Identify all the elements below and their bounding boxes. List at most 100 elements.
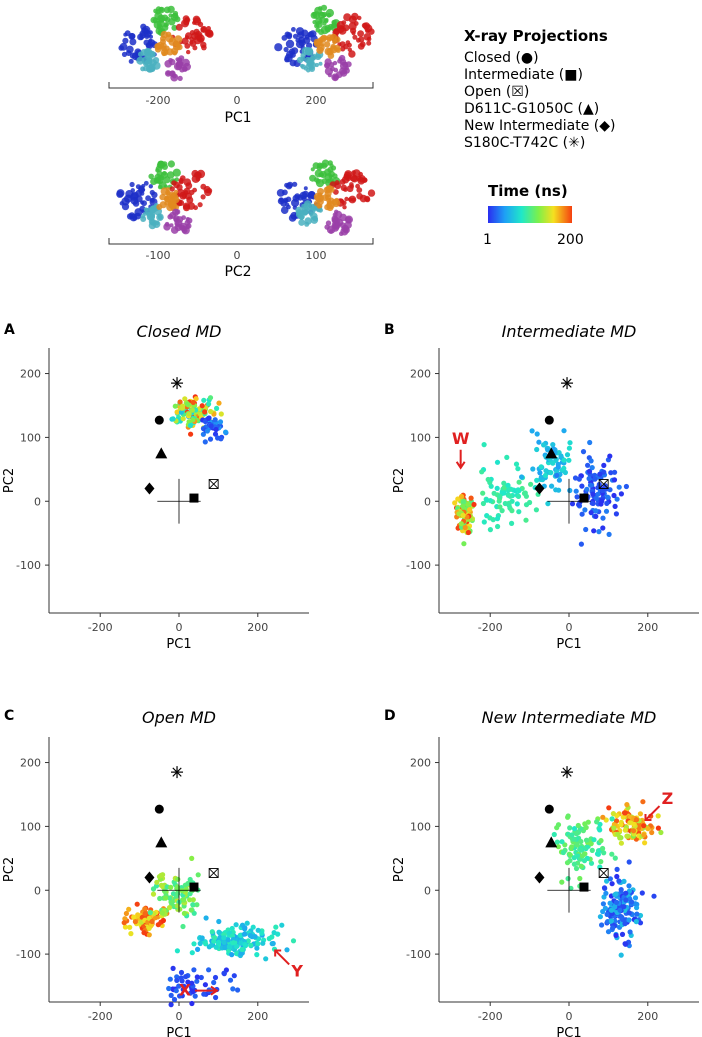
scatter-point [593,495,600,501]
domain-red-bead [366,36,372,42]
domain-cyan-bead [145,207,154,216]
scatter-point [569,844,575,850]
domain-red-bead [343,187,348,192]
marker-intermediate-square [189,882,199,892]
domain-blue-bead [126,45,134,54]
domain-orange-bead [176,44,183,51]
scatter-point [618,887,624,893]
marker-s180c-asterisk [561,766,574,779]
scatter-point [239,946,245,953]
domain-green-bead [309,174,317,182]
scatter-point [618,952,624,958]
domain-green-bead [315,20,323,29]
scatter-point [216,400,222,406]
domain-red-bead [182,15,190,23]
domain-red-bead [355,183,360,189]
x-tick-label: -200 [478,621,503,634]
scatter-point [623,483,630,490]
scatter-point [481,442,487,448]
y-tick-label: 0 [34,495,41,508]
structure-axis-pc1: -200 0 200 PC1 [108,82,374,126]
scatter-point [534,446,540,453]
scatter-point [461,541,467,547]
domain-purple-bead [331,215,338,222]
marker-open-cross [208,868,219,878]
scatter-point [225,937,231,943]
marker-closed-circle [154,804,164,814]
scatter-point [203,915,209,921]
scatter-point [212,417,218,423]
domain-purple-bead [185,223,192,229]
domain-cyan-bead [147,67,153,73]
domain-orange-bead [161,51,166,57]
scatter-point [202,439,208,445]
scatter-point [548,470,554,476]
scatter-point [554,839,560,845]
protein-structure-4 [276,159,376,236]
scatter-point [566,445,573,451]
domain-orange-bead [160,187,169,196]
scatter-point [212,974,219,981]
scatter-point [194,974,200,980]
scatter-point [494,459,501,465]
scatter-point [189,950,195,956]
domain-purple-bead [186,217,193,224]
scatter-point [629,899,635,905]
domain-orange-bead [164,194,172,203]
domain-red-bead [368,28,375,35]
scatter-point [621,904,627,910]
x-tick-label: -200 [88,1010,113,1023]
structure-axis-pc2-tick-1: 0 [234,249,241,262]
scatter-point [467,507,473,513]
scatter-point [142,910,148,917]
scatter-point [578,847,584,853]
scatter-point [613,932,619,939]
scatter-point [607,900,613,906]
domain-cyan-bead [304,221,310,227]
domain-green-bead [331,19,337,26]
domain-red-bead [352,34,358,40]
scatter-point [154,879,160,885]
scatter-point [178,969,185,976]
scatter-point [173,988,179,994]
scatter-point [567,487,573,494]
scatter-point [645,826,651,832]
scatter-point [571,836,577,842]
marker-intermediate-square [579,882,589,892]
scatter-point [181,910,187,917]
domain-blue-bead [285,196,292,203]
domain-red-bead [357,43,365,50]
marker-d611c-triangle [545,836,558,848]
domain-blue-bead [122,37,129,44]
scatter-point [181,983,187,989]
scatter-point [631,828,637,834]
scatter-point [142,906,148,912]
scatter-point [622,810,628,816]
scatter-point [229,925,235,932]
panel-b: B Intermediate MD -200 0 200 -100 0 100 200 PC1 PC… [384,322,699,652]
scatter-point [550,460,556,466]
scatter-point [202,982,208,988]
scatter-point [564,452,571,458]
scatter-point [122,924,128,930]
domain-cyan-bead [310,55,316,62]
scatter-point [566,457,572,463]
scatter-point [180,405,186,411]
scatter-point [222,945,228,951]
domain-red-bead [341,176,350,184]
scatter-point [543,468,549,474]
scatter-point [201,991,207,997]
scatter-point [279,922,285,928]
domain-orange-bead [332,198,341,208]
scatter-point [620,814,626,820]
domain-blue-bead [286,181,294,189]
domain-red-bead [358,36,365,43]
scatter-point [208,408,214,415]
scatter-point [155,914,161,920]
scatter-point [172,403,178,409]
domain-purple-bead [182,58,190,67]
scatter-point [538,464,544,470]
scatter-point [504,454,510,460]
y-tick-label: 0 [424,495,431,508]
annotation-y: Y [274,949,303,980]
